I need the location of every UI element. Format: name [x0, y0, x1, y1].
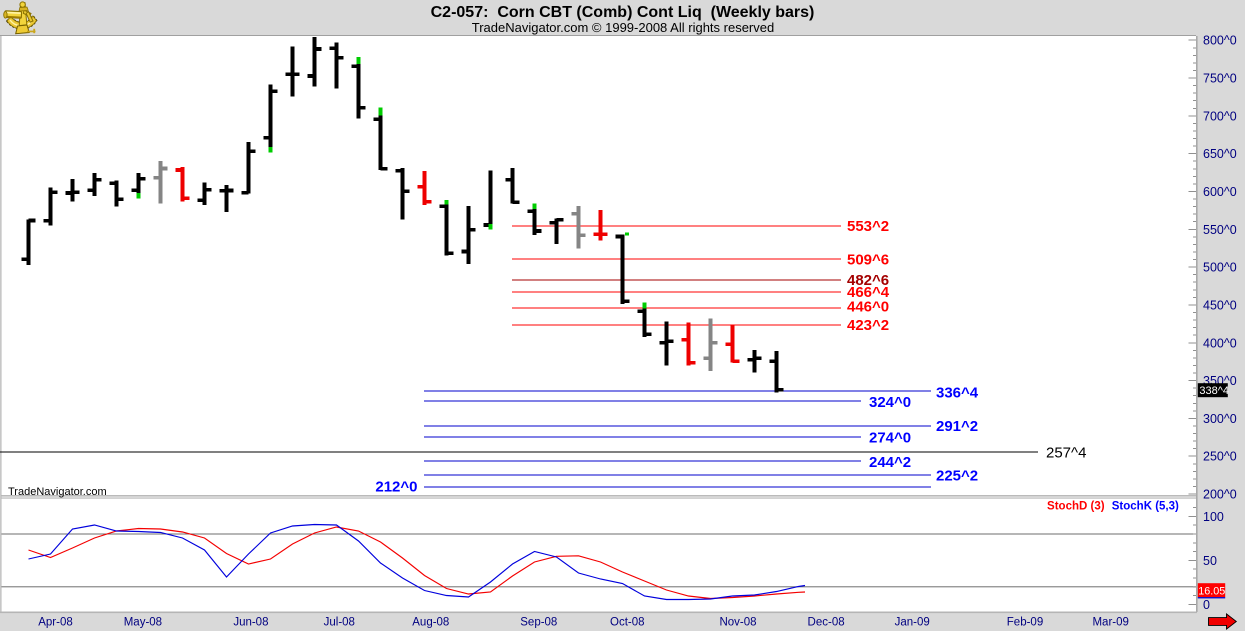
svg-text:Dec-08: Dec-08 — [808, 617, 845, 629]
svg-text:0: 0 — [1203, 598, 1210, 612]
svg-text:Mar-09: Mar-09 — [1092, 617, 1128, 629]
svg-text:274^0: 274^0 — [869, 430, 911, 447]
svg-text:291^2: 291^2 — [936, 418, 978, 435]
svg-text:212^0: 212^0 — [375, 479, 417, 496]
svg-text:TradeNavigator.com: TradeNavigator.com — [8, 486, 107, 498]
svg-text:466^4: 466^4 — [847, 284, 890, 301]
svg-text:Aug-08: Aug-08 — [412, 617, 449, 629]
svg-text:StochD (3): StochD (3) — [1047, 501, 1105, 513]
svg-text:May-08: May-08 — [124, 617, 162, 629]
svg-text:250^0: 250^0 — [1203, 450, 1237, 464]
svg-text:650^0: 650^0 — [1203, 147, 1237, 161]
svg-text:Nov-08: Nov-08 — [719, 617, 756, 629]
svg-text:100: 100 — [1203, 510, 1224, 524]
svg-text:700^0: 700^0 — [1203, 109, 1237, 123]
svg-text:Jul-08: Jul-08 — [324, 617, 355, 629]
svg-text:400^0: 400^0 — [1203, 336, 1237, 350]
svg-text:TradeNavigator.com © 1999-2008: TradeNavigator.com © 1999-2008 All right… — [472, 20, 774, 35]
svg-text:225^2: 225^2 — [936, 468, 978, 485]
svg-text:Oct-08: Oct-08 — [610, 617, 645, 629]
svg-text:423^2: 423^2 — [847, 317, 889, 334]
svg-text:Feb-09: Feb-09 — [1007, 617, 1043, 629]
svg-text:257^4: 257^4 — [1046, 444, 1086, 461]
svg-text:550^0: 550^0 — [1203, 223, 1237, 237]
svg-text:C2-057: Corn CBT (Comb) Cont: C2-057: Corn CBT (Comb) Cont Liq (Weekly… — [431, 4, 815, 21]
svg-text:336^4: 336^4 — [936, 385, 979, 402]
svg-text:Sep-08: Sep-08 — [520, 617, 557, 629]
svg-text:StochK (5,3): StochK (5,3) — [1112, 501, 1179, 513]
svg-text:244^2: 244^2 — [869, 454, 911, 471]
svg-text:446^0: 446^0 — [847, 299, 889, 316]
svg-text:750^0: 750^0 — [1203, 72, 1237, 86]
svg-text:300^0: 300^0 — [1203, 412, 1237, 426]
svg-text:482^6: 482^6 — [847, 272, 889, 289]
svg-text:324^0: 324^0 — [869, 394, 911, 411]
svg-text:509^6: 509^6 — [847, 252, 889, 269]
svg-text:500^0: 500^0 — [1203, 261, 1237, 275]
svg-text:338^4: 338^4 — [1199, 385, 1229, 397]
svg-text:200^0: 200^0 — [1203, 488, 1237, 502]
svg-text:16.05: 16.05 — [1198, 586, 1225, 598]
svg-text:Jan-09: Jan-09 — [895, 617, 930, 629]
svg-text:450^0: 450^0 — [1203, 298, 1237, 312]
svg-text:Jun-08: Jun-08 — [233, 617, 268, 629]
svg-text:600^0: 600^0 — [1203, 185, 1237, 199]
svg-text:800^0: 800^0 — [1203, 34, 1237, 48]
svg-text:Apr-08: Apr-08 — [38, 617, 73, 629]
svg-text:50: 50 — [1203, 554, 1217, 568]
svg-text:553^2: 553^2 — [847, 218, 889, 235]
